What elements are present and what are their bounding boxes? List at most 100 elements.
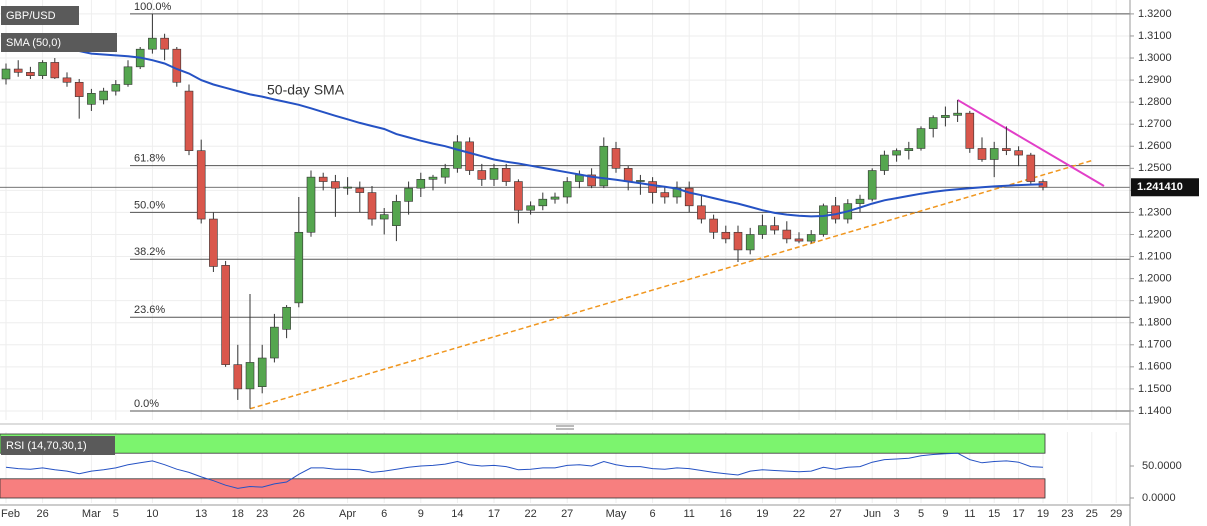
candle-body — [331, 181, 340, 189]
x-tick-label: 11 — [964, 508, 975, 520]
candle-body — [831, 205, 840, 220]
y-tick-label: 1.1600 — [1138, 361, 1172, 373]
x-tick-label: 27 — [561, 508, 573, 520]
candle-body — [721, 231, 731, 240]
candle-body — [770, 225, 779, 231]
y-tick-label: 1.1800 — [1138, 317, 1172, 329]
candle-body — [379, 214, 389, 220]
y-tick-label: 1.2500 — [1138, 162, 1172, 174]
candle-body — [806, 234, 816, 242]
x-tick-label: 22 — [793, 508, 805, 520]
candle-body — [294, 231, 304, 304]
candle-body — [172, 48, 182, 83]
candle-body — [404, 187, 413, 202]
x-tick-label: Feb — [1, 508, 20, 520]
y-tick-label: 1.2000 — [1138, 273, 1172, 285]
candle-body — [989, 148, 999, 160]
sma-line — [5, 47, 1044, 218]
candle-body — [745, 234, 755, 251]
candle-body — [62, 77, 72, 83]
candle-body — [526, 205, 535, 211]
x-tick-label: Mar — [82, 508, 101, 520]
candle-body — [623, 168, 633, 182]
candle-body — [477, 170, 487, 180]
rsi-band — [0, 478, 1046, 499]
trendline — [249, 159, 1093, 410]
candle-body — [892, 150, 901, 156]
x-tick-label: May — [606, 508, 627, 520]
candle-body — [965, 112, 975, 149]
candle-body — [343, 186, 352, 189]
candle-body — [855, 198, 865, 204]
candle-body — [306, 176, 316, 233]
candle-body — [819, 205, 828, 235]
x-tick-label: Jun — [863, 508, 881, 520]
candle-body — [111, 84, 121, 92]
y-tick-label: 1.2800 — [1138, 96, 1172, 108]
candle-body — [880, 154, 889, 171]
y-tick-label: 1.1400 — [1138, 405, 1172, 417]
candle-body — [550, 196, 560, 200]
candle-body — [733, 231, 743, 251]
candle-body — [318, 176, 328, 182]
candle-body — [1002, 148, 1011, 151]
sma-legend-box — [1, 33, 117, 52]
candle-body — [196, 150, 206, 220]
x-tick-label: 26 — [36, 508, 48, 520]
candle-body — [941, 115, 950, 118]
candle-body — [758, 225, 767, 235]
y-tick-label: 1.2600 — [1138, 140, 1172, 152]
candle-body — [123, 66, 133, 85]
x-tick-label: 6 — [650, 508, 656, 520]
sma-annotation: 50-day SMA — [267, 82, 345, 98]
candle-body — [392, 201, 401, 226]
last-price-box — [1131, 178, 1199, 197]
y-tick-label: 1.3200 — [1138, 8, 1172, 20]
candle-body — [538, 198, 548, 207]
rsi-tick-label: 0.0000 — [1142, 492, 1176, 504]
candle-body — [648, 181, 657, 193]
x-tick-label: 18 — [232, 508, 244, 520]
candle-body — [257, 357, 267, 387]
candle-body — [587, 174, 596, 187]
x-tick-label: 27 — [829, 508, 841, 520]
x-tick-label: 25 — [1086, 508, 1098, 520]
candle-body — [916, 128, 926, 149]
x-tick-label: 17 — [1012, 508, 1024, 520]
symbol-label: GBP/USD — [6, 10, 56, 22]
candle-body — [599, 145, 609, 187]
y-tick-label: 1.2900 — [1138, 74, 1172, 86]
candle-body — [953, 112, 962, 116]
x-tick-label: 5 — [918, 508, 924, 520]
y-tick-label: 1.2100 — [1138, 250, 1172, 262]
x-tick-label: 23 — [1061, 508, 1073, 520]
x-tick-label: 19 — [756, 508, 768, 520]
x-tick-label: 19 — [1037, 508, 1049, 520]
candle-body — [160, 37, 169, 50]
x-tick-label: 6 — [381, 508, 387, 520]
fib-label: 38.2% — [134, 246, 165, 258]
fib-label: 100.0% — [134, 1, 172, 13]
candle-body — [416, 179, 426, 189]
candle-body — [794, 238, 804, 242]
rsi-line — [5, 452, 1044, 489]
candle-body — [1, 68, 11, 80]
candle-body — [282, 306, 291, 330]
y-tick-label: 1.2300 — [1138, 206, 1172, 218]
candle-body — [514, 181, 523, 211]
price-panel: 100.0% 61.8% 50.0% 38.2% 23.6% 0.0% — [0, 0, 1130, 420]
x-tick-label: 9 — [418, 508, 424, 520]
x-tick-label: 26 — [293, 508, 305, 520]
x-tick-label: 11 — [683, 508, 694, 520]
x-tick-label: 14 — [451, 508, 463, 520]
candle-body — [26, 72, 35, 76]
candle-body — [87, 93, 96, 105]
x-tick-label: 16 — [720, 508, 732, 520]
y-tick-label: 1.2700 — [1138, 118, 1172, 130]
candle-body — [977, 148, 987, 160]
x-tick-label: 17 — [488, 508, 500, 520]
fib-label: 50.0% — [134, 199, 165, 211]
x-tick-label: 29 — [1110, 508, 1122, 520]
y-tick-label: 1.1700 — [1138, 339, 1172, 351]
